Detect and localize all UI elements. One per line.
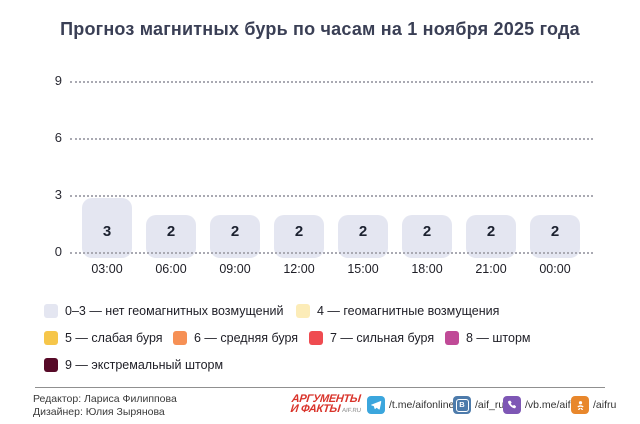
social-handle: /aif_ru — [475, 399, 505, 411]
credit-editor: Редактор: Лариса Филиппова — [33, 393, 177, 405]
legend-swatch — [44, 304, 58, 318]
gridline-y9 — [70, 81, 593, 83]
bar-value-label: 2 — [486, 223, 496, 240]
bar-06:00: 2 — [146, 215, 196, 258]
legend-swatch — [44, 358, 58, 372]
bar-18:00: 2 — [402, 215, 452, 258]
legend-label: 5 — слабая буря — [65, 331, 163, 345]
y-axis-tick-6: 6 — [54, 130, 62, 145]
legend-swatch — [445, 331, 459, 345]
legend-item: 5 — слабая буря — [44, 330, 163, 346]
aif-logo: АРГУМЕНТЫ И ФАКТЫAIF.RU — [289, 393, 363, 416]
bar-value-label: 2 — [422, 223, 432, 240]
social-handle: /t.me/aifonline — [389, 399, 455, 411]
legend-label: 0–3 — нет геомагнитных возмущений — [65, 304, 284, 318]
legend-item: 9 — экстремальный шторм — [44, 357, 223, 373]
legend-item: 0–3 — нет геомагнитных возмущений — [44, 303, 283, 319]
x-axis-tick-00:00: 00:00 — [539, 262, 571, 276]
aif-logo-line2: И ФАКТЫAIF.RU — [289, 403, 362, 415]
social-link-ok[interactable]: /aifru — [571, 396, 616, 414]
y-axis-tick-9: 9 — [54, 73, 62, 88]
legend-swatch — [173, 331, 187, 345]
legend-swatch — [44, 331, 58, 345]
page-title: Прогноз магнитных бурь по часам на 1 ноя… — [60, 19, 580, 39]
bar-12:00: 2 — [274, 215, 324, 258]
x-axis-tick-06:00: 06:00 — [155, 262, 187, 276]
x-axis-tick-15:00: 15:00 — [347, 262, 379, 276]
footer-divider — [35, 387, 605, 388]
bar-21:00: 2 — [466, 215, 516, 258]
legend-item: 4 — геомагнитные возмущения — [296, 303, 499, 319]
social-link-telegram[interactable]: /t.me/aifonline — [367, 396, 454, 414]
viber-icon — [503, 396, 521, 414]
social-link-vk[interactable]: B/aif_ru — [453, 396, 504, 414]
bar-15:00: 2 — [338, 215, 388, 258]
gridline-y6 — [70, 138, 593, 140]
legend-swatch — [309, 331, 323, 345]
bar-value-label: 3 — [102, 223, 112, 240]
bar-value-label: 2 — [358, 223, 368, 240]
legend-label: 7 — сильная буря — [330, 331, 435, 345]
bar-00:00: 2 — [530, 215, 580, 258]
x-axis-tick-09:00: 09:00 — [219, 262, 251, 276]
bar-09:00: 2 — [210, 215, 260, 258]
telegram-icon — [367, 396, 385, 414]
legend-item: 6 — средняя буря — [173, 330, 298, 346]
credits: Редактор: Лариса Филиппова Дизайнер: Юли… — [33, 393, 177, 419]
legend-label: 4 — геомагнитные возмущения — [317, 304, 500, 318]
x-axis-tick-12:00: 12:00 — [283, 262, 315, 276]
gridline-y0 — [70, 252, 593, 254]
legend-item: 7 — сильная буря — [309, 330, 434, 346]
bar-chart: 9 6 3 0 3 03:00 2 06:00 2 09:00 2 12:00 2 15:00 2 18:00… — [54, 73, 593, 276]
credit-designer: Дизайнер: Юлия Зырянова — [33, 406, 165, 418]
x-axis-tick-21:00: 21:00 — [475, 262, 507, 276]
x-axis-tick-18:00: 18:00 — [411, 262, 443, 276]
gridline-y3 — [70, 195, 593, 197]
x-axis-tick-03:00: 03:00 — [91, 262, 123, 276]
bar-value-label: 2 — [166, 223, 176, 240]
bar-value-label: 2 — [550, 223, 560, 240]
legend-swatch — [296, 304, 310, 318]
social-handle: /vb.me/aif — [525, 399, 571, 411]
aif-logo-suffix: AIF.RU — [341, 408, 362, 414]
bar-value-label: 2 — [294, 223, 304, 240]
vk-icon: B — [453, 396, 471, 414]
ok-icon — [571, 396, 589, 414]
vk-letter: B — [455, 398, 469, 412]
bar-03:00: 3 — [82, 198, 132, 258]
bar-value-label: 2 — [230, 223, 240, 240]
legend-label: 8 — шторм — [466, 331, 531, 345]
legend-label: 6 — средняя буря — [194, 331, 299, 345]
social-handle: /aifru — [593, 399, 617, 411]
y-axis-tick-3: 3 — [54, 187, 62, 202]
legend-item: 8 — шторм — [445, 330, 531, 346]
social-link-viber[interactable]: /vb.me/aif — [503, 396, 571, 414]
y-axis-tick-0: 0 — [54, 244, 62, 259]
legend-label: 9 — экстремальный шторм — [65, 358, 224, 372]
